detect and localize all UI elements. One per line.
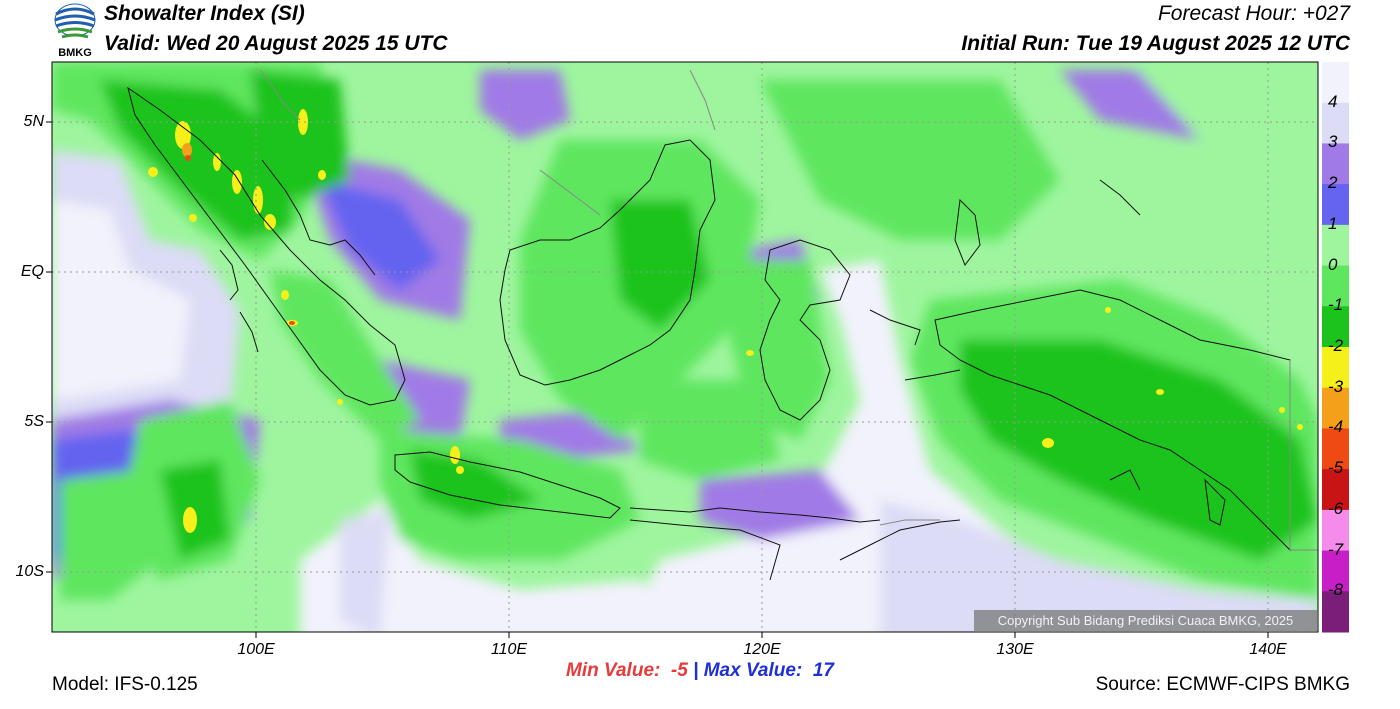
data-source: Source: ECMWF-CIPS BMKG bbox=[1095, 674, 1350, 695]
colorbar-label: 2 bbox=[1328, 173, 1338, 193]
colorbar-segment bbox=[1322, 265, 1349, 307]
colorbar-segment bbox=[1322, 184, 1349, 226]
separator: | bbox=[693, 660, 699, 681]
colorbar-label: 3 bbox=[1328, 132, 1338, 152]
colorbar-segment bbox=[1322, 469, 1349, 511]
valid-time: Valid: Wed 20 August 2025 15 UTC bbox=[104, 32, 448, 55]
chart-title: Showalter Index (SI) bbox=[104, 2, 305, 25]
colorbar-label: 0 bbox=[1328, 254, 1338, 274]
colorbar-label: 4 bbox=[1328, 91, 1338, 111]
lat-label: 5N bbox=[23, 113, 44, 130]
colorbar-segment bbox=[1322, 62, 1349, 104]
copyright-notice: Copyright Sub Bidang Prediksi Cuaca BMKG… bbox=[974, 610, 1317, 632]
bmkg-logo-icon: BMKG bbox=[54, 3, 96, 58]
lat-label: EQ bbox=[20, 263, 44, 280]
coastlines bbox=[127, 86, 1291, 581]
colorbar-label: -6 bbox=[1328, 498, 1344, 518]
lon-label: 140E bbox=[1249, 641, 1287, 658]
colorbar-segment bbox=[1322, 143, 1349, 185]
axis-ticks bbox=[46, 121, 1269, 638]
colorbar-segment bbox=[1322, 306, 1349, 348]
grid-lines bbox=[52, 62, 1318, 632]
lon-label: 130E bbox=[996, 641, 1034, 658]
min-max-values: Min Value: -5 | Max Value: 17 bbox=[0, 660, 1400, 682]
colorbar-label: 1 bbox=[1328, 213, 1338, 233]
colorbar-label: -8 bbox=[1328, 580, 1344, 600]
unstable-cells bbox=[148, 109, 1303, 533]
forecast-hour: Forecast Hour: +027 bbox=[1157, 2, 1350, 25]
colorbar-segment bbox=[1322, 550, 1349, 592]
colorbar-label: -5 bbox=[1328, 458, 1344, 478]
colorbar-label: -1 bbox=[1328, 295, 1344, 315]
min-value: -5 bbox=[670, 660, 688, 681]
min-label: Min Value: bbox=[566, 660, 661, 681]
lat-label: 5S bbox=[24, 413, 44, 430]
colorbar-segment bbox=[1322, 224, 1349, 267]
map-frame bbox=[51, 61, 1319, 633]
lon-label: 100E bbox=[237, 641, 275, 658]
lon-label: 120E bbox=[743, 641, 781, 658]
lat-label: 10S bbox=[15, 563, 44, 580]
max-label: Max Value: bbox=[703, 660, 803, 681]
colorbar-label: -7 bbox=[1328, 539, 1344, 559]
initial-run: Initial Run: Tue 19 August 2025 12 UTC bbox=[961, 32, 1350, 55]
colorbar-segment bbox=[1322, 387, 1349, 429]
lon-label: 110E bbox=[490, 641, 528, 658]
model-name: Model: IFS-0.125 bbox=[52, 674, 198, 695]
colorbar-segment bbox=[1322, 102, 1349, 144]
borders bbox=[259, 69, 1318, 551]
colorbar-label: -3 bbox=[1328, 376, 1344, 396]
max-value: 17 bbox=[812, 660, 834, 681]
colorbar-segment bbox=[1322, 428, 1349, 470]
logo-text: BMKG bbox=[58, 47, 92, 58]
colorbar bbox=[1322, 62, 1349, 633]
colorbar-segment bbox=[1322, 509, 1349, 552]
colorbar-segment bbox=[1322, 347, 1349, 389]
colorbar-label: -2 bbox=[1328, 336, 1344, 355]
colorbar-segment bbox=[1322, 591, 1349, 633]
si-field bbox=[52, 62, 1318, 632]
colorbar-label: -4 bbox=[1328, 417, 1344, 437]
